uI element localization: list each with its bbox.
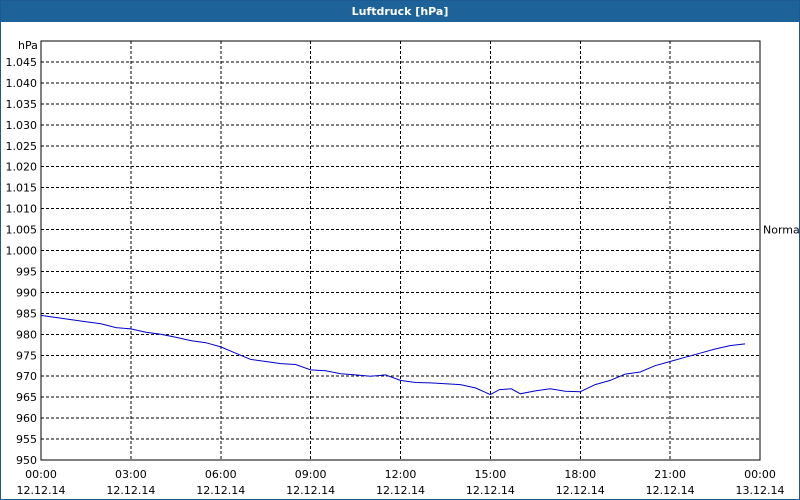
y-tick-label: 950 [16,454,37,467]
y-tick-label: 1.035 [6,98,38,111]
x-tick-date: 12.12.14 [646,484,695,497]
y-tick-label: 1.000 [6,245,38,258]
y-tick-label: 1.045 [6,56,38,69]
y-tick-label: 1.005 [6,224,38,237]
x-tick-date: 12.12.14 [286,484,335,497]
y-tick-label: 1.020 [6,161,38,174]
series [40,314,746,396]
y-tick-label: 960 [16,412,37,425]
reference-label-normal: Normal [763,224,800,237]
x-tick-time: 12:00 [385,468,417,481]
reference-line: Normal [763,224,800,237]
y-axis-ticks: 950 955 960 965 970 975 980 985 990 995 1.000 1.005… [6,56,38,467]
x-tick-time: 21:00 [654,468,686,481]
axes [40,40,761,461]
series-line-luftdruck [40,314,746,396]
y-tick-label: 1.030 [6,119,38,132]
y-tick-label: 1.015 [6,182,38,195]
y-tick-label: 985 [16,307,37,320]
y-tick-label: 1.010 [6,203,38,216]
grid [41,41,760,460]
y-tick-label: 955 [16,433,37,446]
x-tick-time: 15:00 [475,468,507,481]
y-tick-label: 980 [16,328,37,341]
x-tick-date: 12.12.14 [17,484,66,497]
x-tick-time: 03:00 [115,468,147,481]
y-tick-label: 995 [16,265,37,278]
y-tick-label: 975 [16,349,37,362]
y-tick-label: 1.025 [6,140,38,153]
y-tick-label: 1.040 [6,77,38,90]
x-tick-time: 00:00 [744,468,776,481]
x-tick-date: 12.12.14 [106,484,155,497]
y-tick-label: 990 [16,286,37,299]
y-tick-label: 970 [16,370,37,383]
x-axis-ticks: 00:00 12.12.14 03:00 12.12.14 06:00 12.12.14 0… [17,468,785,497]
x-tick-date: 12.12.14 [376,484,425,497]
x-tick-date: 13.12.14 [736,484,785,497]
x-tick-date: 12.12.14 [556,484,605,497]
y-tick-label: 965 [16,391,37,404]
x-tick-time: 00:00 [25,468,57,481]
x-tick-time: 18:00 [564,468,596,481]
y-axis-label: hPa [18,39,38,52]
plot-frame [40,40,761,461]
x-tick-time: 09:00 [295,468,327,481]
x-tick-date: 12.12.14 [196,484,245,497]
x-tick-date: 12.12.14 [466,484,515,497]
x-tick-time: 06:00 [205,468,237,481]
chart-title: Luftdruck [hPa] [1,1,799,22]
